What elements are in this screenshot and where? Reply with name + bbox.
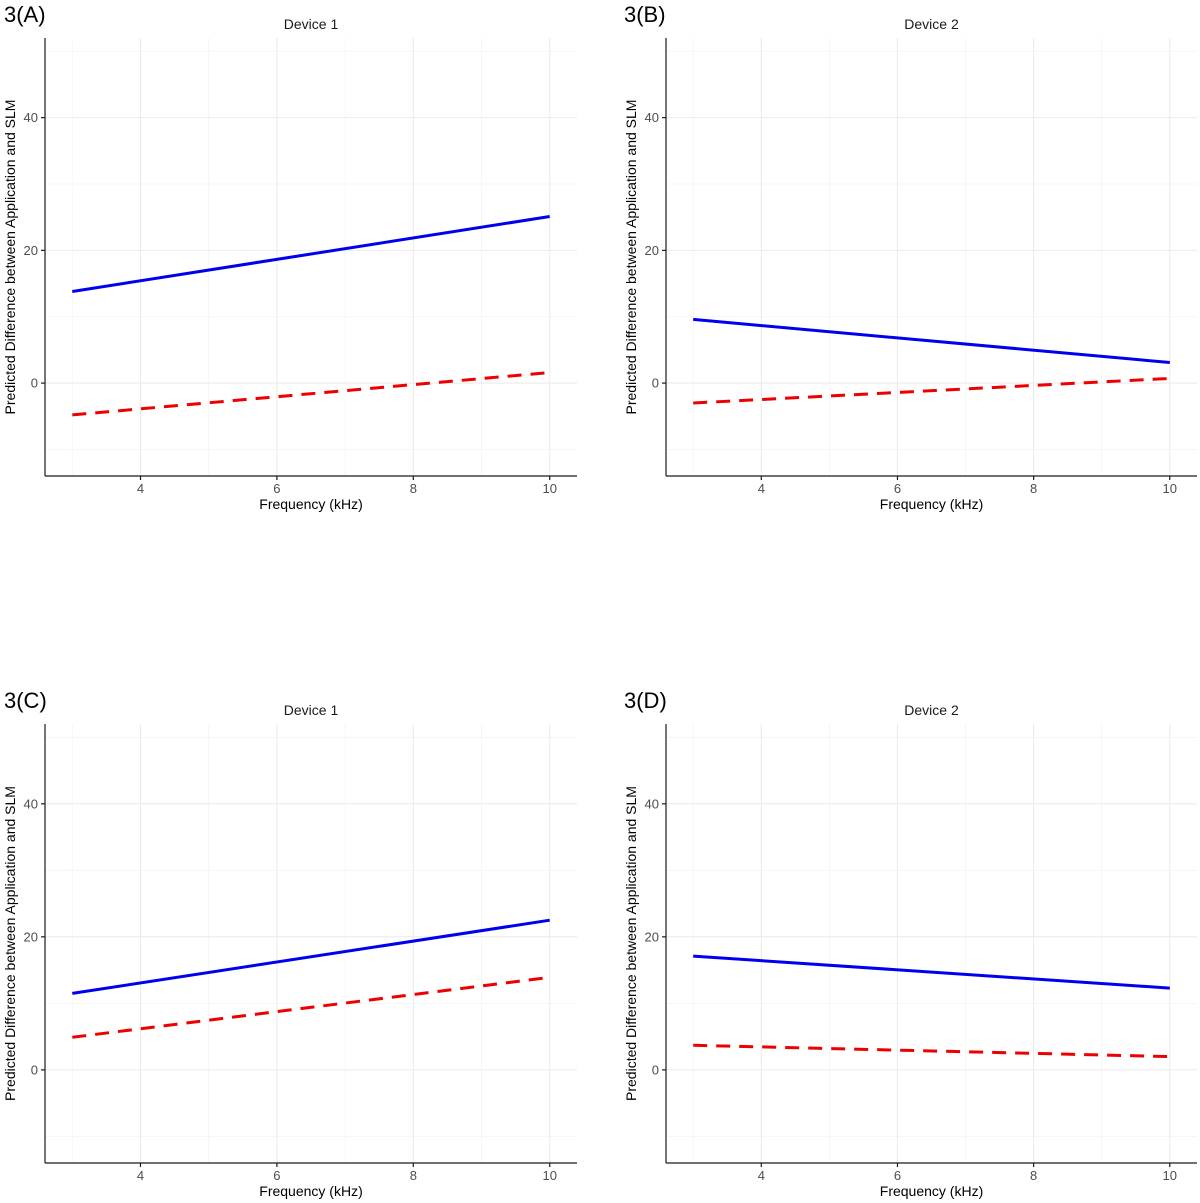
y-tick-label: 40 <box>645 796 659 811</box>
x-tick-label: 6 <box>894 1168 901 1183</box>
y-tick-label: 40 <box>645 110 659 125</box>
series-line-dashed <box>693 1043 1170 1059</box>
x-axis-title: Frequency (kHz) <box>880 1183 983 1199</box>
x-tick-label: 4 <box>137 1168 144 1183</box>
chart-title: Device 1 <box>284 16 339 32</box>
y-tick-label: 40 <box>24 796 38 811</box>
series-line-dashed <box>72 975 550 1039</box>
y-axis-title: Predicted Difference between Application… <box>2 100 18 415</box>
series-line-solid <box>72 215 550 293</box>
series-line-dashed <box>693 376 1170 405</box>
x-tick-label: 6 <box>273 1168 280 1183</box>
panel-label: 3(B) <box>624 2 666 27</box>
y-tick-label: 20 <box>645 243 659 258</box>
x-tick-label: 10 <box>1163 481 1177 496</box>
chart-panel-1: 4 6 8 10 0 20 40 3(A) Device 1 Frequency (kHz) Pre… <box>2 2 577 512</box>
y-tick-label: 0 <box>652 376 659 391</box>
x-axis-title: Frequency (kHz) <box>880 496 983 512</box>
chart-title: Device 2 <box>904 16 959 32</box>
panel-label: 3(C) <box>4 688 47 713</box>
y-tick-label: 0 <box>652 1062 659 1077</box>
x-axis-title: Frequency (kHz) <box>259 496 362 512</box>
y-tick-label: 20 <box>24 929 38 944</box>
x-tick-label: 6 <box>273 481 280 496</box>
x-tick-label: 10 <box>542 481 556 496</box>
x-tick-label: 4 <box>758 1168 765 1183</box>
y-axis-title: Predicted Difference between Application… <box>623 786 639 1101</box>
chart-title: Device 1 <box>284 702 339 718</box>
y-tick-label: 20 <box>645 929 659 944</box>
x-tick-label: 8 <box>410 481 417 496</box>
x-tick-label: 10 <box>542 1168 556 1183</box>
panel-label: 3(A) <box>4 2 46 27</box>
series-line-solid <box>693 954 1170 990</box>
y-tick-label: 40 <box>24 110 38 125</box>
series-line-solid <box>72 918 550 995</box>
y-axis-title: Predicted Difference between Application… <box>2 786 18 1101</box>
chart-title: Device 2 <box>904 702 959 718</box>
chart-panel-3: 4 6 8 10 0 20 40 3(C) Device 1 Frequency (kHz) Pre… <box>2 688 577 1199</box>
chart-panel-2: 4 6 8 10 0 20 40 3(B) Device 2 Frequency (kHz) Pre… <box>623 2 1197 512</box>
series-line-dashed <box>72 371 550 417</box>
x-tick-label: 8 <box>1030 1168 1037 1183</box>
x-tick-label: 4 <box>758 481 765 496</box>
y-axis-title: Predicted Difference between Application… <box>623 100 639 415</box>
x-tick-label: 6 <box>894 481 901 496</box>
x-tick-label: 4 <box>137 481 144 496</box>
x-axis-title: Frequency (kHz) <box>259 1183 362 1199</box>
y-tick-label: 0 <box>31 1062 38 1077</box>
series-line-solid <box>693 317 1170 364</box>
chart-panel-4: 4 6 8 10 0 20 40 3(D) Device 2 Frequency (kHz) Pre… <box>623 688 1197 1199</box>
x-tick-label: 8 <box>1030 481 1037 496</box>
x-tick-label: 10 <box>1163 1168 1177 1183</box>
y-tick-label: 0 <box>31 376 38 391</box>
x-tick-label: 8 <box>410 1168 417 1183</box>
y-tick-label: 20 <box>24 243 38 258</box>
panel-label: 3(D) <box>624 688 667 713</box>
